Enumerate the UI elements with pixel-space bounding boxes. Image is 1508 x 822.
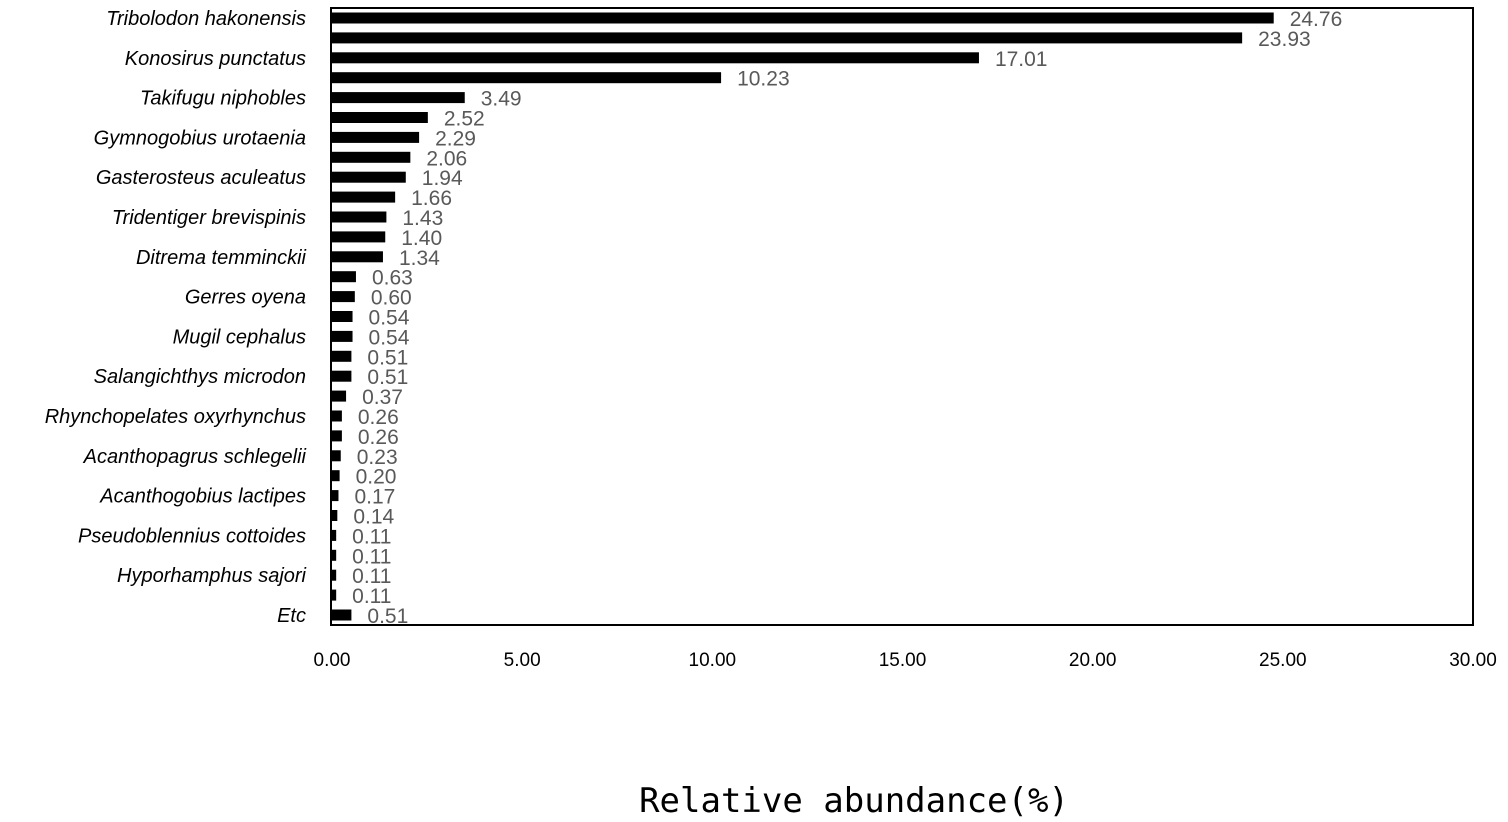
category-label: Tribolodon hakonensis	[106, 8, 306, 30]
category-label: Gerres oyena	[185, 287, 306, 309]
bar	[332, 171, 406, 183]
bar	[332, 251, 383, 263]
bar	[332, 12, 1274, 24]
bar	[332, 609, 352, 621]
x-tick-label: 30.00	[1449, 650, 1497, 671]
category-labels-layer: Tribolodon hakonensis Konosirus punctatus…	[45, 8, 307, 627]
x-tick-labels-layer: 0.00 5.00 10.00 15.00 20.00 25.00 30.00	[314, 650, 1497, 671]
x-tick-label: 0.00	[314, 650, 351, 671]
bar	[332, 291, 355, 303]
bar	[332, 529, 337, 541]
category-label: Hyporhamphus sajori	[117, 565, 307, 587]
bar	[332, 490, 339, 502]
category-label: Etc	[277, 605, 306, 627]
bar-value-label: 2.06	[426, 147, 467, 170]
category-label: Rhynchopelates oxyrhynchus	[45, 406, 306, 428]
bar	[332, 470, 340, 482]
bar-value-label: 0.54	[369, 307, 410, 330]
category-label: Ditrema temminckii	[136, 247, 307, 269]
bar	[332, 311, 353, 322]
bar-value-label: 17.01	[995, 48, 1048, 71]
bar-value-label: 0.51	[367, 605, 408, 628]
bar-value-label: 0.26	[358, 406, 399, 429]
bar	[332, 569, 337, 581]
bar-value-label: 10.23	[737, 68, 790, 91]
bar-value-label: 0.11	[352, 565, 391, 588]
bar-value-label: 3.49	[481, 88, 522, 111]
bar	[332, 390, 347, 402]
bar-value-label: 0.26	[358, 426, 399, 449]
bar	[332, 32, 1243, 44]
x-tick-label: 5.00	[504, 650, 541, 671]
bar	[332, 191, 396, 203]
bar-value-label: 0.23	[357, 446, 398, 469]
category-label: Acanthogobius lactipes	[99, 486, 306, 508]
bar-value-label: 1.66	[411, 187, 452, 210]
bar	[332, 510, 338, 521]
bar-value-label: 0.11	[352, 585, 391, 608]
plot-area-frame	[330, 7, 1474, 626]
category-label: Tridentiger brevispinis	[112, 207, 306, 229]
bar-value-label: 0.63	[372, 267, 413, 290]
category-label: Gasterosteus aculeatus	[96, 167, 306, 189]
category-label: Pseudoblennius cottoides	[78, 525, 306, 547]
bar	[332, 231, 386, 243]
bar-value-label: 0.60	[371, 287, 412, 310]
category-label: Konosirus punctatus	[125, 48, 306, 70]
x-tick-label: 25.00	[1259, 650, 1307, 671]
bar	[332, 52, 979, 64]
bar	[332, 131, 420, 143]
bar-value-label: 0.37	[362, 386, 403, 409]
bar-value-label: 1.34	[399, 247, 440, 270]
bar	[332, 151, 411, 163]
bar-value-label: 0.11	[352, 525, 391, 548]
bar-value-label: 1.94	[422, 167, 463, 190]
x-axis-title: Relative abundance(%)	[639, 781, 1069, 821]
bar-value-label: 0.51	[367, 346, 408, 369]
bar-value-label: 0.20	[356, 466, 397, 489]
bar-value-label: 2.29	[435, 127, 476, 150]
category-label: Gymnogobius urotaenia	[94, 127, 306, 149]
bar	[332, 112, 428, 123]
bar-value-label: 0.54	[369, 326, 410, 349]
bar-value-label: 1.43	[402, 207, 443, 230]
bar-value-label: 2.52	[444, 108, 485, 131]
category-label: Mugil cephalus	[173, 326, 306, 348]
x-tick-label: 20.00	[1069, 650, 1117, 671]
bar-value-label: 23.93	[1258, 28, 1311, 51]
bar	[332, 350, 352, 362]
category-label: Takifugu niphobles	[140, 88, 306, 110]
bars-layer	[332, 12, 1274, 621]
bar	[332, 211, 387, 223]
x-tick-label: 10.00	[689, 650, 737, 671]
bar	[332, 72, 722, 84]
bar	[332, 330, 353, 342]
bar	[332, 410, 342, 422]
x-tick-label: 15.00	[879, 650, 927, 671]
bar	[332, 589, 337, 601]
bar	[332, 549, 337, 561]
bar	[332, 271, 356, 283]
bar	[332, 450, 341, 462]
bar-value-label: 24.76	[1290, 8, 1343, 31]
category-label: Salangichthys microdon	[94, 366, 306, 388]
category-label: Acanthopagrus schlegelii	[83, 446, 307, 468]
bar-value-label: 0.17	[354, 486, 395, 509]
bar-value-label: 0.14	[353, 506, 394, 529]
bar-value-label: 0.51	[367, 366, 408, 389]
bar-value-label: 0.11	[352, 545, 391, 568]
bar	[332, 92, 465, 104]
bar	[332, 370, 352, 382]
bar-value-label: 1.40	[401, 227, 442, 250]
bar	[332, 430, 342, 442]
